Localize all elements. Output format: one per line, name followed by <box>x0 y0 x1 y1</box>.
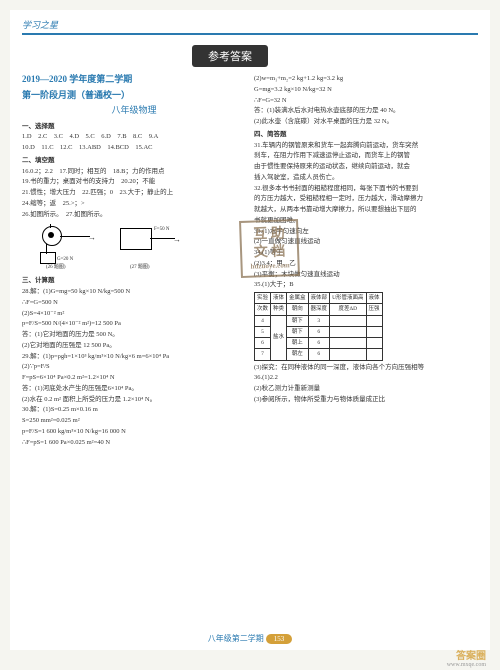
answer-line: 21.惯性；增大压力 22.匹强；0 23.大于；静止的上 <box>22 188 246 198</box>
calc-line: S=250 mm²=0.025 m² <box>22 416 246 426</box>
answer-line: 16.0.2；2.2 17.同时；相互的 18.B；力的作用点 <box>22 167 246 177</box>
calc-line: (2)S=4×10⁻² m² <box>22 309 246 319</box>
calc-line: (2)它对地面的压强是 12 500 Pa。 <box>22 341 246 351</box>
diagram-caption: (27 题图) <box>130 264 150 272</box>
brand-header: 学习之星 <box>22 18 478 35</box>
answer-badge: 参考答案 <box>192 45 268 67</box>
calc-line: 答：(1)它对地面的压力是 500 N。 <box>22 330 246 340</box>
section-1: 一、选择题 <box>22 122 246 132</box>
text-line: 35.(1)大于；B <box>254 280 478 290</box>
text-line: 31.车辆内的钢管原来和货车一起奔腾向前运动，货车突然 <box>254 141 478 151</box>
answer-line: 1.D 2.C 3.C 4.D 5.C 6.D 7.B 8.C 9.A <box>22 132 246 142</box>
calc-line: (2)∵p=F/S <box>22 362 246 372</box>
exam-grade: 八年级物理 <box>22 104 246 118</box>
calc-line: p=F/S=500 N/(4×10⁻² m²)=12 500 Pa <box>22 319 246 329</box>
exam-title-1: 2019—2020 学年度第二学期 <box>22 73 246 87</box>
calc-line: 答：(1)装满水后水对电热水壶底部的压力是 40 N。 <box>254 106 478 116</box>
calc-line: (2)w=m₁+m₂=2 kg+1.2 kg=3.2 kg <box>254 74 478 84</box>
calc-line: p=F/S=1 600 kg/m³×10 N/kg=16 000 N <box>22 427 246 437</box>
calc-line: 28.解：(1)G=mg=50 kg×10 N/kg=500 N <box>22 287 246 297</box>
calc-line: ∴F=G=32 N <box>254 96 478 106</box>
text-line: 就越大，从两本书靠动增大摩擦力，所以要想抽出下层的 <box>254 205 478 215</box>
text-line: (3)参阅所示，物体所受重力与物体质量成正比 <box>254 395 478 405</box>
text-line: 36.(1)2.2 <box>254 373 478 383</box>
calc-line: G=mg=3.2 kg×10 N/kg=32 N <box>254 85 478 95</box>
calc-line: 答：(1)河底处水产生的压强是6×10⁴ Pa。 <box>22 384 246 394</box>
calc-line: (2)水在 0.2 m² 面积上所受的压力是 1.2×10⁴ N。 <box>22 395 246 405</box>
pulley-icon <box>42 226 62 246</box>
answer-line: 26.如图所示。 27.如图所示。 <box>22 210 246 220</box>
text-line: (2)秋乙测力计重新测量 <box>254 384 478 394</box>
answer-line: 24.缩等；返 25.>；> <box>22 199 246 209</box>
calc-line: ∴F=pS=1 600 Pa×0.025 m²=40 N <box>22 438 246 448</box>
diagram-label: F=50 N <box>154 226 169 234</box>
text-line: 的方压力越大，受粗糙程相一定时，压力越大，滑动摩擦力 <box>254 194 478 204</box>
page-number: 153 <box>266 634 293 644</box>
diagram-caption: (26 题图) <box>46 264 66 272</box>
text-line: 插入驾驶室，造成人员伤亡。 <box>254 173 478 183</box>
text-line: 32.很多本书书封面的粗糙程度相同，每张下面书的书要到 <box>254 184 478 194</box>
calc-line: 29.解：(1)p=ρgh=1×10³ kg/m³×10 N/kg×6 m=6×… <box>22 352 246 362</box>
calc-line: (2)此水壶（含底碟）对水平桌面的压力是 32 N。 <box>254 117 478 127</box>
site-url: www.mxqe.com <box>447 662 486 668</box>
calc-line: F=pS=6×10⁴ Pa×0.2 m²=1.2×10⁴ N <box>22 373 246 383</box>
page-footer: 八年级第二学期 153 <box>10 633 490 644</box>
left-column: 2019—2020 学年度第二学期 第一阶段月测（普通校一） 八年级物理 一、选… <box>22 73 246 448</box>
experiment-table: 实验液体金属盒液体部U形管液面高液体 次数种类朝向器深度度差ΔD压强 4盐水朝下… <box>254 292 383 361</box>
section-4: 四、简答题 <box>254 130 478 140</box>
diagram-27: → F=50 N (27 题图) <box>110 222 194 271</box>
diagram-label: G=20 N <box>57 256 73 264</box>
text-line: 刹车，在阻力作用下减速运停止运动，而货车上的钢管 <box>254 151 478 161</box>
watermark-stamp: 互 助 文 档 hdzuoye.com <box>239 219 300 278</box>
text-line: 由于惯性要保持原来的运动状态，继续向前运动，就会 <box>254 162 478 172</box>
text-line: (3)探究：在同种液体的同一深度，液体向各个方向压强相等 <box>254 363 478 373</box>
calc-line: 30.解：(1)S=0.25 m×0.16 m <box>22 405 246 415</box>
calc-line: ∴F=G=500 N <box>22 298 246 308</box>
exam-title-2: 第一阶段月测（普通校一） <box>22 89 246 103</box>
answer-line: 10.D 11.C 12.C 13.ABD 14.BCD 15.AC <box>22 143 246 153</box>
section-2: 二、填空题 <box>22 156 246 166</box>
section-3: 三、计算题 <box>22 276 246 286</box>
diagram-26: → G=20 N (26 题图) <box>22 222 106 271</box>
answer-line: 19.书的重力；桌面对书的支持力 20.20；不能 <box>22 177 246 187</box>
weight-box <box>40 252 56 264</box>
